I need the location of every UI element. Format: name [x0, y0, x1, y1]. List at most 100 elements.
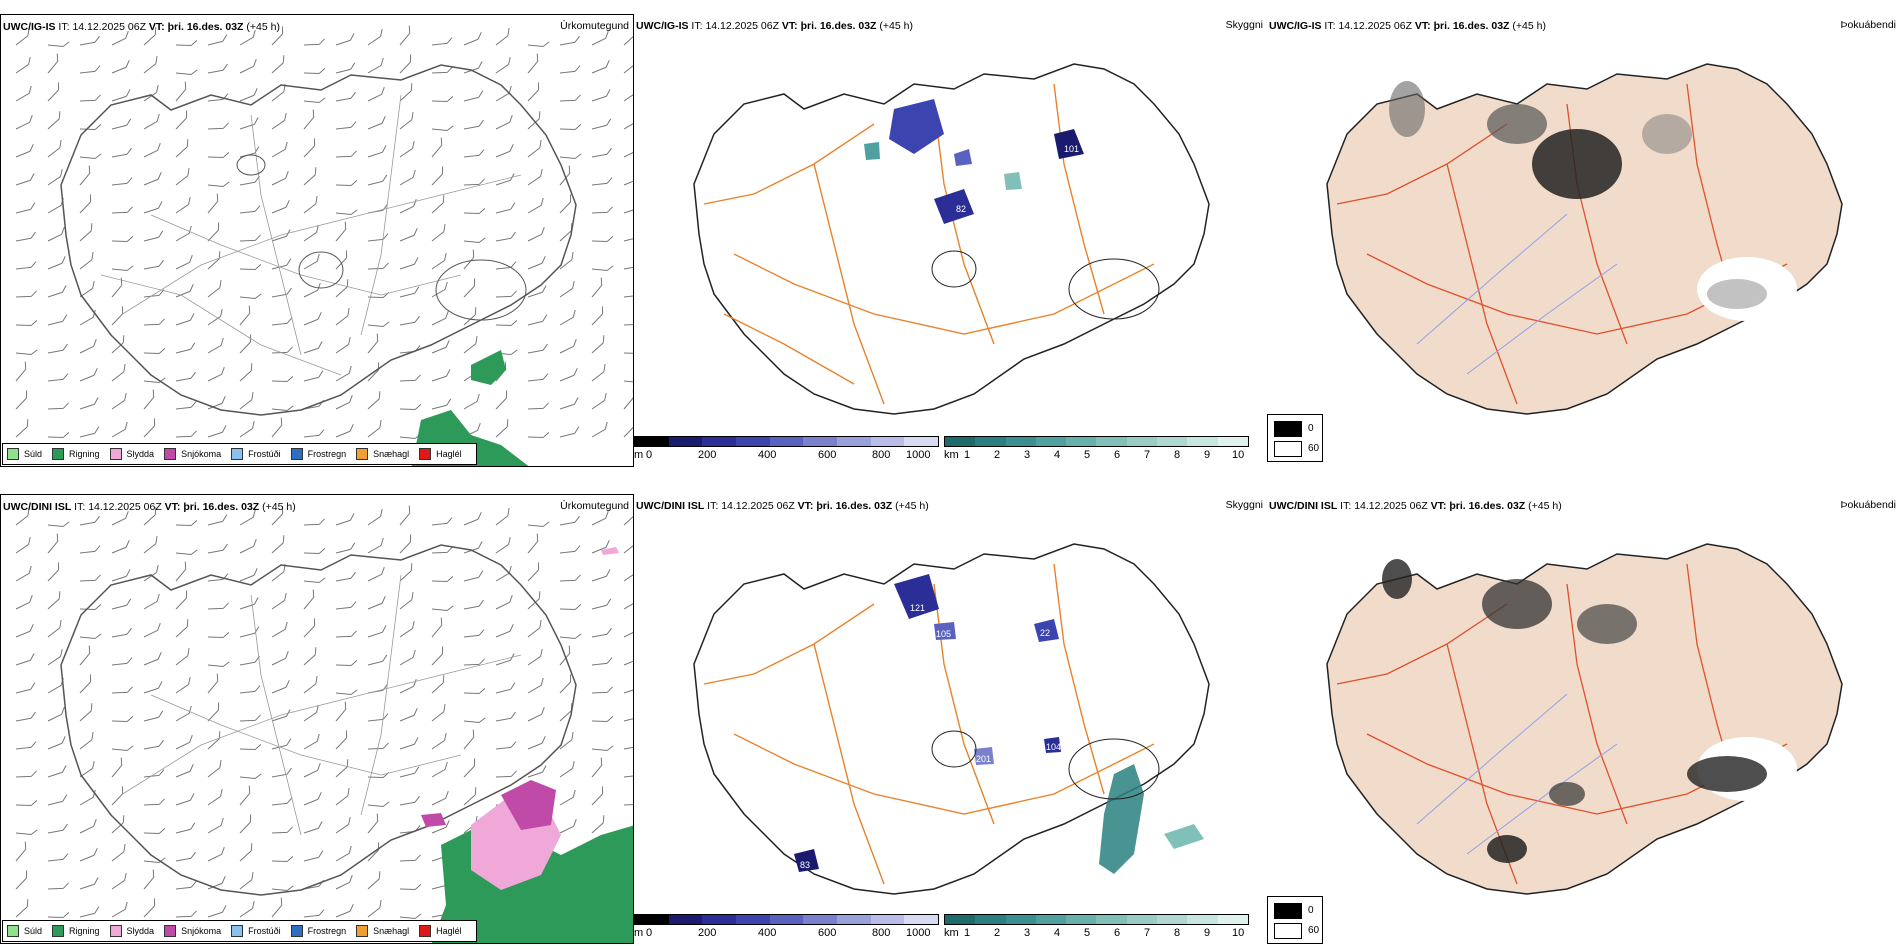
wind-barb: [79, 65, 101, 74]
wind-barb: [335, 542, 356, 554]
wind-barb: [463, 119, 484, 130]
wind-barb: [623, 652, 633, 666]
visibility-tick: 9: [1204, 449, 1211, 461]
wind-barb: [367, 801, 390, 808]
legend-item-rigning: Rigning: [52, 448, 100, 460]
wind-barb: [623, 230, 633, 242]
wind-barb: [463, 758, 476, 778]
wind-barb: [335, 250, 348, 270]
wind-barb: [207, 632, 230, 638]
wind-barb: [111, 843, 126, 862]
wind-barb: [431, 96, 454, 102]
wind-barb: [527, 168, 543, 186]
wind-barb: [143, 652, 162, 666]
wind-barb: [111, 627, 132, 638]
wind-barb: [463, 278, 476, 298]
ceiling-tick: 600: [818, 449, 837, 461]
wind-barb: [463, 512, 482, 526]
wind-barb: [367, 333, 379, 354]
wind-barb: [303, 850, 324, 862]
wind-barb: [559, 65, 581, 74]
panel-header: UWC/IG-IS IT: 14.12.2025 06Z VT: þri. 16…: [1269, 20, 1546, 32]
wind-barb: [47, 285, 67, 298]
panel-header: UWC/DINI ISL IT: 14.12.2025 06Z VT: þri.…: [636, 500, 929, 512]
wind-barb: [623, 172, 633, 186]
wind-barb: [463, 249, 475, 270]
wind-barb: [367, 321, 390, 328]
ceiling-unit: m: [634, 449, 644, 461]
wind-barb: [303, 909, 325, 918]
wind-barb: [335, 701, 347, 722]
visibility-colorbar: km 1 2 3 4 5 6 7 8 9 10: [944, 914, 1249, 944]
wind-barb: [527, 256, 546, 270]
wind-barb: [303, 341, 323, 354]
iceland-outline: [693, 543, 1210, 895]
wind-barb: [431, 546, 453, 554]
wind-barb: [15, 594, 33, 610]
wind-barb: [271, 650, 289, 666]
wind-barb: [47, 912, 70, 918]
wind-barb: [335, 62, 356, 74]
wind-barb: [399, 404, 422, 410]
cloud-patches: [864, 99, 1084, 224]
wind-barb: [335, 424, 354, 438]
wind-barb: [303, 762, 321, 778]
wind-barb: [495, 261, 517, 270]
wind-barb: [47, 648, 63, 666]
wind-barb: [527, 314, 548, 326]
wind-barb: [559, 426, 580, 438]
wind-barb: [239, 334, 252, 354]
cloud-value-label: 105: [936, 629, 951, 639]
wind-barb: [559, 604, 582, 610]
iceland-land: [1326, 63, 1843, 415]
wind-barb: [303, 109, 315, 130]
wind-barb: [623, 318, 633, 326]
wind-barb: [207, 817, 224, 834]
wind-barb: [591, 540, 610, 554]
wind-barb: [111, 657, 133, 666]
wind-barb: [175, 313, 195, 326]
wind-barb: [175, 793, 195, 806]
cloud-value-label: 158: [916, 154, 931, 164]
wind-barb: [623, 142, 633, 158]
fog-legend-top: 0 60: [1267, 414, 1323, 462]
wind-barb: [79, 153, 102, 160]
wind-barb: [431, 646, 444, 666]
wind-barb: [431, 576, 454, 582]
cloud-value-label: 201: [976, 754, 991, 764]
ceiling-tick: 400: [758, 449, 777, 461]
wind-barb: [175, 110, 188, 130]
wind-barb: [623, 84, 633, 102]
wind-barb: [15, 507, 30, 526]
wind-barb: [431, 732, 447, 750]
wind-barb: [303, 167, 317, 186]
wind-barb: [15, 565, 32, 582]
wind-barb: [623, 798, 633, 806]
wind-barb: [111, 872, 127, 890]
wind-barb: [175, 69, 198, 76]
wind-barb: [207, 222, 220, 242]
visibility-colorbar: km 1 2 3 4 5 6 7 8 9 10: [944, 436, 1249, 466]
visibility-tick: 3: [1024, 927, 1031, 939]
fog-map-svg-top: [1326, 63, 1843, 415]
wind-barb: [79, 194, 92, 214]
cloud-value-label: 83: [800, 860, 810, 870]
wind-barb: [271, 346, 293, 354]
wind-barb: [303, 38, 325, 46]
wind-barb: [591, 363, 606, 382]
fog-legend-value: 60: [1308, 925, 1320, 936]
wind-barb: [303, 68, 326, 74]
wind-barb: [399, 620, 415, 638]
wind-barb: [623, 259, 633, 270]
wind-barb: [335, 660, 358, 666]
wind-barb: [335, 904, 354, 918]
wind-barb: [399, 111, 414, 130]
wind-barb: [111, 569, 131, 582]
fog-index-shading: [1389, 81, 1797, 321]
wind-barb: [591, 147, 612, 158]
wind-barb: [47, 736, 66, 750]
visibility-unit: km: [944, 449, 959, 461]
wind-barb: [527, 139, 542, 158]
wind-barb: [15, 682, 36, 694]
wind-barb: [431, 369, 451, 382]
